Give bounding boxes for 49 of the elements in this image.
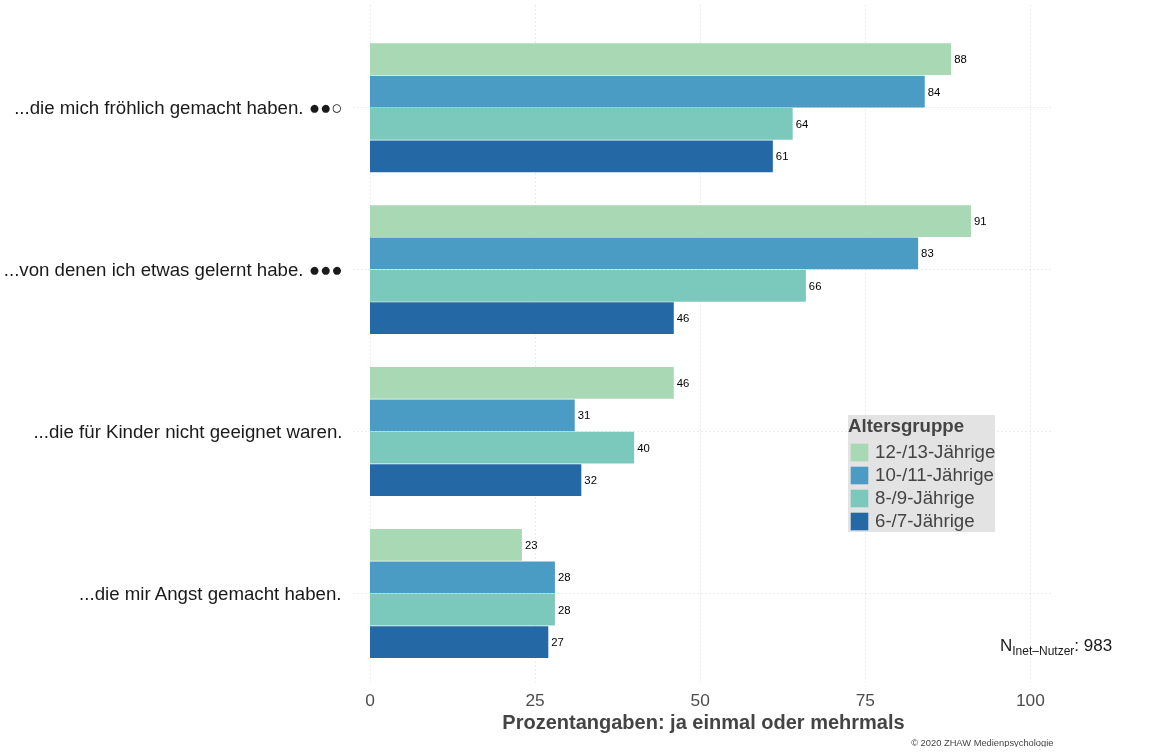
y-tick-label: ...die für Kinder nicht geeignet waren.: [33, 421, 343, 443]
bar: [370, 269, 806, 302]
data-label: 28: [557, 571, 571, 584]
bar: [370, 108, 793, 140]
x-tick-label: 0: [365, 689, 375, 710]
data-label: 32: [584, 474, 597, 487]
bar: [370, 431, 635, 464]
x-tick-label: 100: [1015, 689, 1045, 710]
data-label: 83: [921, 247, 934, 260]
y-tick-label: ...von denen ich etwas gelernt habe. ●●●: [3, 259, 343, 281]
x-tick-label: 50: [690, 689, 710, 710]
y-tick-label: ...die mich fröhlich gemacht haben. ●●○: [14, 97, 343, 119]
data-label: 46: [676, 312, 690, 325]
data-label: 88: [954, 53, 967, 66]
x-axis-title: Prozentangaben: ja einmal oder mehrmals: [502, 710, 905, 733]
data-label: 64: [795, 117, 809, 130]
bar: [370, 593, 555, 626]
bar: [370, 561, 555, 594]
bar: [370, 237, 919, 270]
text: © 2020 ZHAW Medienpsychologie: [911, 737, 1054, 748]
data-label: 23: [524, 538, 538, 551]
legend-title: Altersgruppe: [848, 415, 966, 437]
data-label: 27: [551, 636, 564, 649]
annotation: N$_{Inet–Nutzer}$: 983: [1000, 636, 1113, 659]
bar: [370, 367, 674, 399]
data-label: 84: [927, 85, 941, 98]
data-label: 46: [676, 376, 690, 389]
bar: [370, 43, 952, 76]
legend-label: 10-/11-Jährige: [875, 464, 994, 486]
bar: [370, 529, 522, 561]
legend-label: 12-/13-Jährige: [875, 441, 996, 463]
bar: [370, 302, 674, 335]
data-label: 31: [577, 409, 591, 422]
y-tick-label: ...die mir Angst gemacht haben.: [79, 582, 342, 604]
x-tick-label: 25: [525, 689, 545, 710]
bar: [370, 205, 971, 237]
data-label: 40: [637, 441, 650, 454]
bar: [370, 626, 549, 658]
data-label: 66: [808, 279, 822, 292]
legend-label: 8-/9-Jährige: [875, 487, 975, 509]
data-label: 28: [557, 603, 571, 616]
x-tick-label: 75: [855, 689, 875, 710]
bar: [370, 75, 925, 108]
bar: [370, 140, 773, 173]
data-label: 61: [775, 150, 789, 163]
bar: [370, 399, 575, 432]
bar: [370, 464, 582, 496]
data-label: 91: [973, 215, 987, 228]
legend-label: 6-/7-Jährige: [875, 510, 975, 532]
